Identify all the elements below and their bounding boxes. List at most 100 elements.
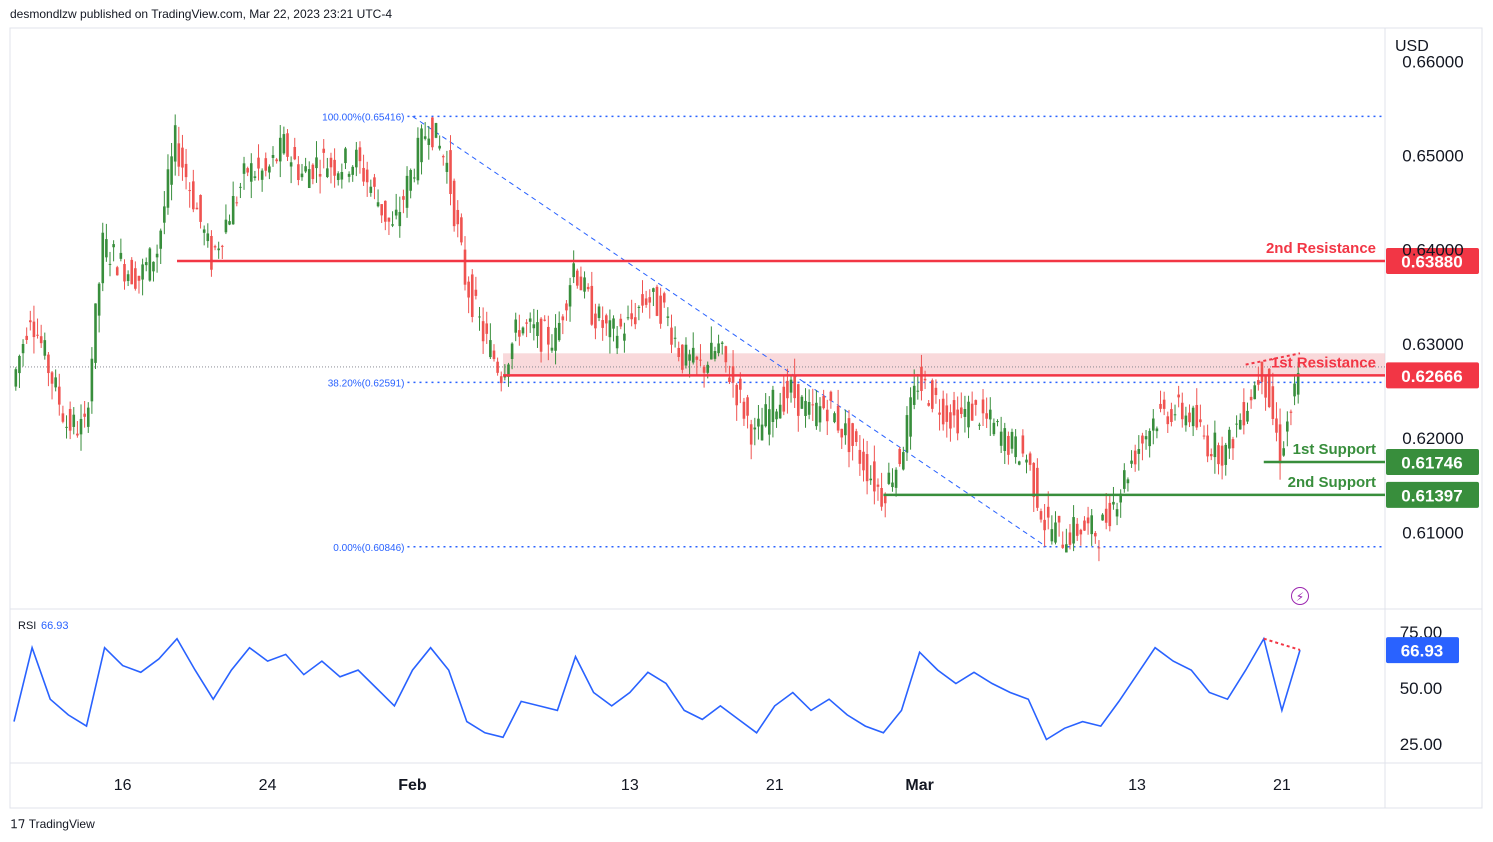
candle-body	[713, 351, 717, 359]
candle-body	[470, 274, 474, 317]
candle-body	[514, 319, 518, 333]
candle-body	[126, 274, 130, 282]
y-tick-label: 0.65000	[1402, 147, 1463, 166]
candle-body	[97, 283, 101, 316]
candle-body	[94, 303, 97, 363]
y-tick-label: 0.63000	[1402, 335, 1463, 354]
candle-body	[373, 177, 376, 187]
tradingview-logo-icon: 𝟷𝟽	[10, 816, 26, 831]
rsi-y-tick-label: 50.00	[1400, 679, 1443, 698]
candle-body	[134, 268, 137, 289]
candle-body	[1097, 547, 1101, 549]
candle-body	[1195, 404, 1199, 428]
candle-body	[72, 414, 76, 427]
candle-body	[300, 173, 304, 178]
candle-body	[702, 366, 706, 373]
candle-body	[547, 326, 550, 345]
candle-body	[1017, 461, 1021, 465]
candle-body	[340, 171, 344, 180]
candle-body	[365, 169, 369, 183]
candle-body	[532, 324, 536, 329]
candle-body	[347, 173, 351, 177]
candle-body	[25, 335, 28, 340]
candle-body	[883, 495, 887, 504]
candle-body	[380, 204, 383, 216]
lightning-icon[interactable]: ⚡	[1291, 587, 1309, 605]
candle-body	[333, 159, 336, 176]
candle-body	[1271, 386, 1275, 419]
candle-body	[742, 401, 746, 419]
candle-body	[289, 162, 293, 167]
candle-body	[706, 364, 710, 373]
x-tick-label: Mar	[905, 777, 933, 794]
candle-body	[539, 318, 543, 352]
candle-body	[1112, 501, 1115, 505]
candle-body	[760, 424, 764, 441]
candle-body	[1061, 544, 1065, 548]
candle-body	[688, 354, 691, 361]
candle-body	[311, 164, 315, 180]
candle-body	[1275, 418, 1278, 433]
candle-body	[431, 117, 434, 148]
candle-body	[1293, 383, 1296, 397]
candle-body	[1054, 522, 1057, 543]
candle-body	[478, 316, 481, 318]
attribution-text: desmondlzw published on TradingView.com,…	[10, 7, 392, 21]
candle-body	[630, 313, 633, 320]
candle-body	[887, 472, 891, 484]
price-tag-label: 0.61746	[1401, 454, 1462, 473]
candle-body	[767, 409, 771, 435]
candle-body	[32, 321, 36, 338]
candle-body	[268, 166, 271, 173]
y-tick-label: 0.66000	[1402, 52, 1463, 71]
candle-body	[304, 166, 307, 172]
candle-body	[543, 319, 547, 321]
candle-body	[840, 428, 844, 438]
candle-body	[39, 336, 43, 344]
candle-body	[880, 488, 883, 507]
candle-body	[1050, 529, 1054, 542]
candle-body	[659, 295, 662, 324]
candle-body	[927, 403, 930, 406]
candle-body	[1057, 515, 1061, 523]
candle-body	[949, 412, 952, 429]
price-tag	[1386, 449, 1479, 476]
candle-body	[351, 166, 355, 175]
candle-body	[1257, 380, 1260, 385]
x-tick-label: 16	[114, 777, 132, 794]
candle-body	[677, 347, 681, 357]
candle-body	[862, 451, 865, 471]
candle-body	[101, 232, 105, 284]
candle-body	[452, 180, 456, 227]
candle-body	[29, 320, 32, 323]
candle-body	[1123, 470, 1126, 489]
candle-body	[974, 400, 978, 405]
candle-body	[362, 167, 365, 182]
candle-body	[170, 156, 173, 185]
candle-body	[137, 275, 141, 281]
candle-body	[938, 412, 941, 415]
candle-body	[800, 396, 804, 409]
candle-body	[105, 239, 108, 258]
candle-body	[1228, 429, 1231, 449]
candle-body	[1090, 515, 1094, 535]
candle-body	[1177, 394, 1180, 398]
footer[interactable]: 𝟷𝟽 TradingView	[10, 816, 95, 832]
y-tick-label: 0.61000	[1402, 523, 1463, 542]
candle-body	[554, 327, 557, 351]
candle-body	[173, 125, 177, 162]
y-tick-label: 0.64000	[1402, 241, 1463, 260]
candle-body	[641, 294, 644, 306]
candle-body	[655, 286, 659, 316]
resistance-label: 2nd Resistance	[1266, 240, 1376, 257]
candle-body	[1068, 532, 1072, 545]
candle-body	[988, 409, 992, 420]
candle-body	[1188, 412, 1191, 423]
candle-body	[898, 448, 902, 465]
candle-body	[815, 402, 818, 427]
candle-body	[199, 194, 202, 222]
candle-body	[376, 202, 380, 207]
candle-body	[568, 285, 572, 307]
candle-body	[518, 330, 521, 337]
candle-body	[739, 378, 742, 390]
